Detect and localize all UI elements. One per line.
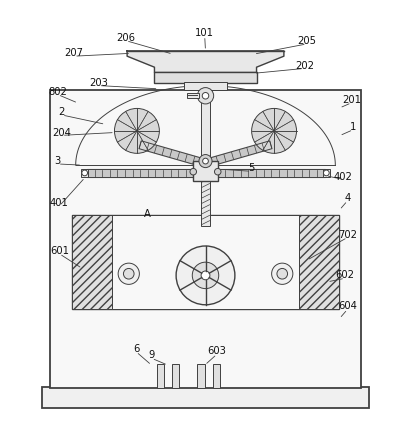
- Bar: [213, 364, 220, 388]
- Bar: [197, 364, 205, 388]
- Text: 207: 207: [65, 48, 83, 58]
- Polygon shape: [208, 141, 272, 166]
- Polygon shape: [127, 51, 284, 73]
- Bar: [157, 364, 164, 388]
- Text: 603: 603: [208, 346, 226, 356]
- Text: 4: 4: [344, 193, 351, 203]
- Circle shape: [201, 271, 210, 280]
- Text: 205: 205: [297, 36, 316, 46]
- Bar: [323, 169, 330, 177]
- Circle shape: [118, 263, 139, 284]
- Circle shape: [203, 158, 208, 164]
- Text: 203: 203: [89, 78, 108, 88]
- Bar: [72, 215, 112, 309]
- Polygon shape: [87, 169, 193, 177]
- Polygon shape: [218, 169, 325, 177]
- Text: 802: 802: [48, 87, 67, 97]
- Text: 1: 1: [350, 122, 356, 132]
- Text: 201: 201: [342, 95, 361, 105]
- Text: 402: 402: [334, 171, 353, 182]
- Bar: [81, 169, 88, 177]
- Text: 604: 604: [338, 301, 357, 311]
- Circle shape: [199, 155, 212, 167]
- Circle shape: [197, 88, 214, 104]
- Circle shape: [202, 93, 209, 99]
- Text: 401: 401: [50, 198, 69, 208]
- Bar: [172, 364, 179, 388]
- Circle shape: [215, 168, 221, 175]
- Bar: [193, 161, 218, 181]
- Text: 5: 5: [248, 163, 254, 173]
- Circle shape: [323, 170, 329, 176]
- Text: 206: 206: [116, 33, 135, 43]
- Text: A: A: [144, 209, 151, 219]
- Polygon shape: [139, 141, 203, 166]
- Bar: [72, 215, 339, 309]
- Text: 602: 602: [336, 270, 355, 280]
- Text: 702: 702: [338, 229, 357, 240]
- Bar: [187, 93, 199, 98]
- Bar: [201, 96, 210, 165]
- Text: 2: 2: [59, 107, 65, 117]
- Circle shape: [272, 263, 293, 284]
- Bar: [201, 181, 210, 225]
- Text: 9: 9: [148, 350, 155, 361]
- Text: 601: 601: [50, 246, 69, 256]
- Bar: [299, 215, 339, 309]
- Bar: [155, 73, 256, 83]
- Circle shape: [190, 168, 196, 175]
- Text: 6: 6: [133, 344, 139, 354]
- Text: 202: 202: [295, 61, 314, 70]
- Circle shape: [115, 109, 159, 153]
- Circle shape: [123, 268, 134, 279]
- Bar: [112, 215, 299, 309]
- Bar: [50, 90, 361, 388]
- Circle shape: [176, 246, 235, 305]
- Circle shape: [277, 268, 288, 279]
- Text: 3: 3: [55, 156, 61, 166]
- Text: 101: 101: [195, 28, 214, 38]
- Text: 204: 204: [52, 128, 71, 137]
- Circle shape: [192, 262, 219, 288]
- Circle shape: [252, 109, 296, 153]
- Bar: [42, 387, 369, 408]
- Circle shape: [82, 170, 88, 176]
- Bar: [184, 82, 227, 90]
